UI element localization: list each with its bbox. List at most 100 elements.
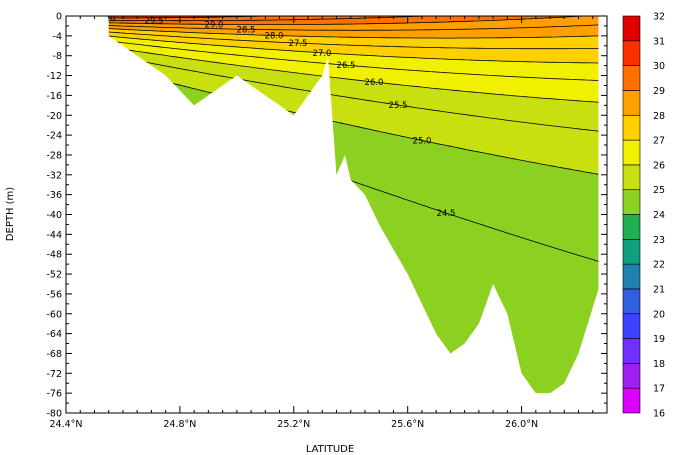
temperature-cell — [141, 50, 145, 53]
temperature-cell — [141, 42, 145, 45]
temperature-cell — [114, 30, 118, 33]
temperature-cell — [129, 34, 133, 37]
temperature-cell — [141, 34, 145, 37]
temperature-cell — [135, 26, 139, 29]
temperature-cell — [108, 22, 112, 25]
temperature-cell — [114, 38, 118, 41]
temperature-cell — [108, 30, 112, 33]
temperature-cell — [129, 24, 133, 27]
temperature-cell — [135, 38, 139, 41]
temperature-cell — [114, 36, 118, 39]
temperature-cell — [123, 38, 127, 41]
temperature-cell — [141, 26, 145, 29]
temperature-cell — [132, 40, 136, 43]
temperature-cell — [141, 48, 145, 51]
temperature-cell — [117, 20, 121, 23]
temperature-cell — [108, 34, 112, 37]
temperature-cell — [135, 54, 139, 57]
temperature-cell — [135, 32, 139, 35]
temperature-cell — [129, 26, 133, 29]
temperature-cell — [132, 38, 136, 41]
temperature-cell — [111, 30, 115, 33]
temperature-cell — [123, 16, 127, 19]
temperature-cell — [117, 30, 121, 33]
temperature-cell — [126, 18, 130, 21]
temperature-cell — [129, 38, 133, 41]
temperature-cell — [123, 40, 127, 43]
temperature-cell — [123, 26, 127, 29]
temperature-cell — [111, 28, 115, 31]
temperature-cell — [138, 48, 142, 51]
temperature-cell — [141, 46, 145, 49]
temperature-cell — [141, 20, 145, 23]
temperature-cell — [120, 38, 124, 41]
temperature-cell — [129, 48, 133, 51]
temperature-cell — [141, 16, 145, 19]
temperature-cell — [117, 34, 121, 37]
temperature-cell — [138, 44, 142, 47]
temperature-cell — [138, 56, 142, 59]
temperature-cell — [114, 20, 118, 23]
temperature-cell — [108, 18, 112, 21]
temperature-cell — [126, 20, 130, 23]
temperature-cell — [138, 16, 142, 19]
temperature-cell — [141, 30, 145, 33]
temperature-cell — [141, 32, 145, 35]
temperature-cell — [138, 46, 142, 49]
temperature-cell — [138, 26, 142, 29]
temperature-cell — [132, 18, 136, 21]
temperature-cell — [138, 54, 142, 57]
temperature-cell — [138, 42, 142, 45]
temperature-cell — [126, 40, 130, 43]
temperature-cell — [117, 26, 121, 29]
temperature-cell — [135, 28, 139, 31]
temperature-cell — [141, 56, 145, 59]
temperature-cell — [117, 18, 121, 21]
temperature-cell — [111, 16, 115, 19]
temperature-cell — [138, 32, 142, 35]
temperature-cell — [120, 16, 124, 19]
temperature-cell — [141, 24, 145, 27]
temperature-cell — [141, 40, 145, 43]
temperature-cell — [120, 20, 124, 23]
temperature-cell — [114, 32, 118, 35]
temperature-cell — [117, 16, 121, 19]
temperature-cell — [138, 18, 142, 21]
temperature-cell — [132, 36, 136, 39]
temperature-cell — [135, 46, 139, 49]
temperature-cell — [111, 32, 115, 35]
temperature-cell — [129, 46, 133, 49]
temperature-cell — [129, 44, 133, 47]
temperature-cell — [132, 44, 136, 47]
temperature-cell — [132, 20, 136, 23]
temperature-cell — [111, 20, 115, 23]
temperature-cell — [138, 36, 142, 39]
temperature-cell — [138, 40, 142, 43]
temperature-cell — [132, 26, 136, 29]
temperature-cell — [120, 30, 124, 33]
temperature-cell — [132, 48, 136, 51]
temperature-cell — [123, 34, 127, 37]
temperature-cell — [135, 30, 139, 33]
temperature-cell — [123, 30, 127, 33]
temperature-cell — [135, 34, 139, 37]
temperature-cell — [114, 16, 118, 19]
temperature-cell — [120, 18, 124, 21]
temperature-cell — [126, 26, 130, 29]
temperature-cell — [138, 24, 142, 27]
temperature-cell — [117, 38, 121, 41]
temperature-cell — [126, 24, 130, 27]
temperature-cell — [120, 34, 124, 37]
temperature-cell — [126, 34, 130, 37]
temperature-cell — [108, 16, 112, 19]
temperature-cell — [108, 32, 112, 35]
temperature-cell — [120, 40, 124, 43]
temperature-cell — [141, 54, 145, 57]
temperature-cell — [126, 30, 130, 33]
temperature-cell — [114, 18, 118, 21]
temperature-cell — [120, 42, 124, 45]
temperature-cell — [132, 52, 136, 55]
temperature-cell — [135, 40, 139, 43]
temperature-cell — [135, 36, 139, 39]
